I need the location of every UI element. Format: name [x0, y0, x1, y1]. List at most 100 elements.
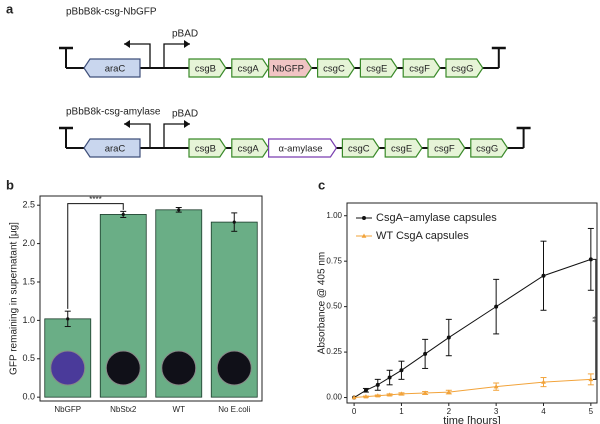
x-tick-label: 0: [352, 407, 357, 416]
point: [493, 384, 499, 389]
point: [363, 394, 369, 399]
well-image: [105, 350, 141, 386]
y-tick-label: 2.0: [22, 238, 35, 248]
y-tick-label: 0.00: [326, 393, 342, 402]
point: [121, 212, 125, 217]
gene: [317, 58, 356, 78]
panel-label: c: [318, 177, 325, 192]
series-line: [354, 378, 591, 399]
arrow-head: [184, 120, 190, 128]
construct-title: pBbB8k-csg-NbGFP: [66, 7, 157, 18]
promoter-arrow: [163, 123, 190, 148]
gene-label: csgB: [195, 144, 216, 155]
promoter-label: pBAD: [172, 109, 198, 120]
point: [588, 376, 594, 382]
point: [423, 351, 428, 356]
gene-label: araC: [105, 64, 126, 75]
gene: [188, 58, 227, 78]
gene-label: csgC: [348, 144, 370, 155]
well-image: [216, 350, 252, 386]
significance-bracket: [592, 258, 597, 380]
arrow-head: [184, 40, 190, 48]
y-tick-label: 0.0: [22, 392, 35, 402]
legend-label: WT CsgA capsules: [376, 230, 469, 242]
x-tick-label: NbStx2: [110, 405, 137, 414]
gene-label: csgG: [476, 144, 498, 155]
gene-label: csgB: [195, 64, 216, 75]
y-tick-label: 1.5: [22, 276, 35, 286]
point: [541, 379, 546, 384]
promoter-arrow: [124, 123, 151, 148]
gene: [359, 58, 398, 78]
gene: [231, 58, 270, 78]
panel-label: a: [6, 1, 14, 16]
x-tick-label: 5: [589, 407, 594, 416]
well-image: [50, 350, 86, 386]
point: [541, 273, 546, 278]
legend-label: CsgA−amylase capsules: [376, 212, 497, 224]
x-tick-label: NbGFP: [54, 405, 81, 414]
gene-label: NbGFP: [272, 64, 304, 75]
y-tick-label: 1.00: [326, 211, 342, 220]
x-tick-label: No E.coli: [218, 405, 250, 414]
plot-frame: [346, 202, 598, 404]
gene: [445, 58, 484, 78]
plot-frame: [39, 195, 263, 402]
x-tick-label: 1: [399, 407, 404, 416]
gene: [83, 138, 141, 158]
gene: [231, 138, 270, 158]
gene-label: csgG: [451, 64, 473, 75]
gene-label: α-amylase: [278, 144, 322, 155]
point: [66, 317, 70, 321]
gene-label: csgF: [434, 144, 455, 155]
y-tick-label: 0.5: [22, 353, 35, 363]
gene-label: csgE: [391, 144, 412, 155]
x-tick-label: 4: [541, 407, 546, 416]
arrow-head: [124, 40, 130, 48]
point: [446, 389, 452, 394]
gene-label: csgC: [323, 64, 345, 75]
gene: [402, 58, 441, 78]
point: [588, 257, 593, 262]
y-axis-title: GFP remaining in supernatant [μg]: [9, 222, 20, 375]
gene: [384, 138, 423, 158]
gene-label: csgF: [409, 64, 430, 75]
promoter-arrow: [124, 43, 151, 68]
gene: [188, 138, 227, 158]
point: [399, 368, 404, 373]
point: [351, 395, 357, 400]
point: [446, 335, 451, 340]
well-image: [161, 350, 197, 386]
point: [363, 388, 368, 393]
y-tick-label: 2.5: [22, 200, 35, 210]
point: [232, 220, 236, 224]
promoter-label: pBAD: [172, 29, 198, 40]
point: [387, 375, 392, 380]
point: [422, 390, 428, 395]
y-tick-label: 1.0: [22, 315, 35, 325]
construct-title: pBbB8k-csg-amylase: [66, 107, 161, 118]
y-tick-label: 0.75: [326, 256, 342, 265]
point: [375, 393, 381, 398]
gene: [268, 138, 338, 158]
panel-label: b: [6, 177, 14, 192]
y-tick-label: 0.50: [326, 302, 342, 311]
series-line: [353, 258, 592, 398]
gene: [268, 58, 313, 78]
x-axis-title: time [hours]: [443, 415, 500, 424]
y-tick-label: 0.25: [326, 347, 342, 356]
x-tick-label: 3: [494, 407, 499, 416]
x-tick-label: WT: [173, 405, 186, 414]
gene-label: csgE: [366, 64, 387, 75]
gene: [341, 138, 380, 158]
gene-label: csgA: [238, 144, 260, 155]
gene: [427, 138, 466, 158]
point: [387, 392, 393, 397]
legend-marker: [362, 216, 366, 220]
gene: [470, 138, 509, 158]
point: [375, 382, 380, 387]
x-tick-label: 2: [447, 407, 452, 416]
significance-label: **: [588, 316, 597, 322]
legend-marker: [361, 233, 367, 238]
